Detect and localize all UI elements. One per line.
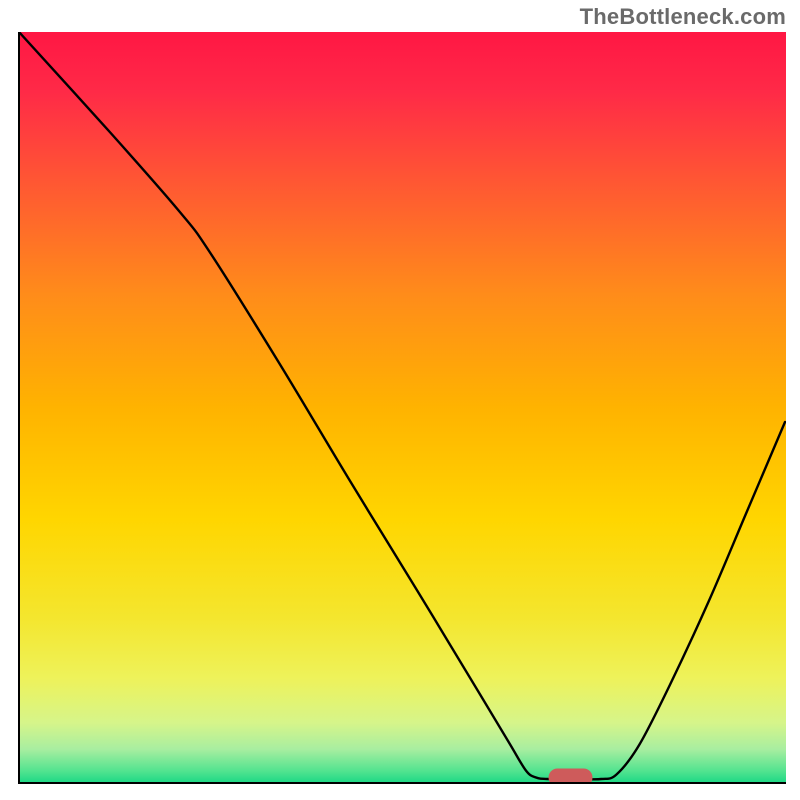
- plot-area: [18, 32, 786, 784]
- gradient-background: [19, 32, 786, 783]
- watermark-text: TheBottleneck.com: [580, 4, 786, 30]
- optimal-marker: [549, 769, 593, 785]
- plot-svg: [18, 32, 786, 784]
- chart-container: TheBottleneck.com: [0, 0, 800, 800]
